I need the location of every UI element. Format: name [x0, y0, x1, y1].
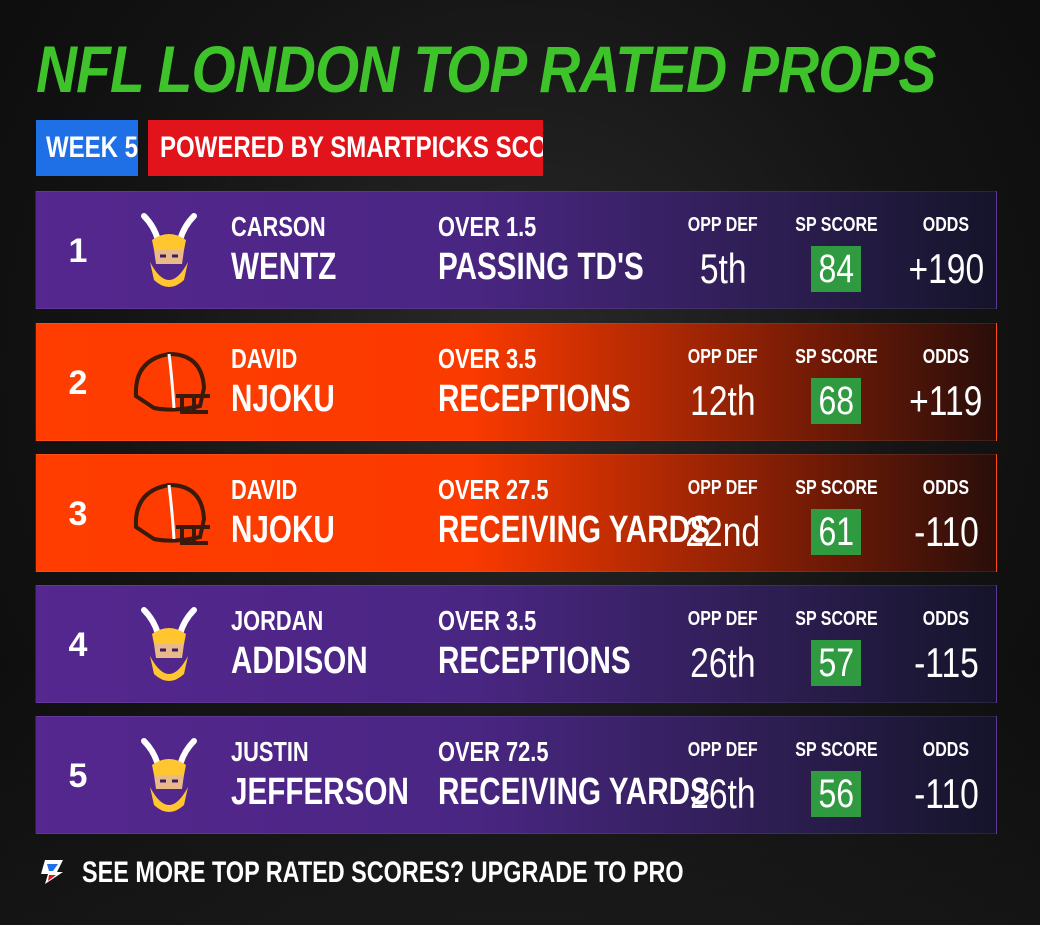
- player-name: DAVID NJOKU: [231, 342, 431, 422]
- player-first-name: JORDAN: [231, 605, 324, 636]
- player-last-name: NJOKU: [231, 378, 335, 420]
- sp-score-badge: 56: [811, 771, 861, 817]
- prop-line-stat: RECEIVING YARDS: [438, 509, 710, 551]
- browns-helmet-icon: [133, 351, 210, 414]
- opp-def-value: 26th: [690, 639, 756, 686]
- odds-header: ODDS: [922, 214, 970, 236]
- prop-row-4[interactable]: 4 JORDAN ADDISON OVER 3.5 RECEPTIONS OPP…: [35, 585, 997, 703]
- page-title: NFL LONDON TOP RATED PROPS: [36, 32, 936, 106]
- prop-row-5[interactable]: 5 JUSTIN JEFFERSON OVER 72.5 RECEIVING Y…: [35, 716, 997, 834]
- player-last-name: WENTZ: [231, 246, 337, 288]
- upgrade-link[interactable]: SEE MORE TOP RATED SCORES? UPGRADE TO PR…: [82, 856, 684, 889]
- odds-value: -110: [913, 508, 979, 555]
- odds-value: +190: [908, 245, 984, 292]
- prop-line-stat: RECEPTIONS: [438, 640, 631, 682]
- opp-def-value: 26th: [690, 770, 756, 817]
- prop-row-2[interactable]: 2 DAVID NJOKU OVER 3.5 RECEPTIONS OPP DE…: [35, 323, 997, 441]
- odds-header: ODDS: [922, 739, 970, 761]
- player-name: DAVID NJOKU: [231, 473, 431, 553]
- sp-score-header: SP SCORE: [794, 346, 878, 368]
- rank: 4: [68, 626, 88, 664]
- prop-line-value: OVER 1.5: [438, 211, 537, 242]
- odds-value: -115: [913, 639, 979, 686]
- player-first-name: CARSON: [231, 211, 326, 242]
- browns-helmet-icon: [133, 482, 210, 545]
- week-label: WEEK 5: [46, 131, 138, 164]
- sp-score-badge: 61: [811, 509, 861, 555]
- prop-row-3[interactable]: 3 DAVID NJOKU OVER 27.5 RECEIVING YARDS …: [35, 454, 997, 572]
- sp-score-badge: 57: [811, 640, 861, 686]
- prop-line: OVER 3.5 RECEPTIONS: [438, 604, 698, 684]
- player-first-name: DAVID: [231, 474, 298, 505]
- odds-value: -110: [913, 770, 979, 817]
- prop-row-1[interactable]: 1 CARSON WENTZ OVER 1.5 PASSING TD'S OPP…: [35, 191, 997, 309]
- prop-line: OVER 1.5 PASSING TD'S: [438, 210, 698, 290]
- opp-def-value: 12th: [690, 377, 756, 424]
- opp-def-header: OPP DEF: [688, 477, 758, 499]
- player-name: JUSTIN JEFFERSON: [231, 735, 431, 815]
- player-last-name: NJOKU: [231, 509, 335, 551]
- rank: 2: [68, 364, 88, 402]
- sp-score-header: SP SCORE: [794, 608, 878, 630]
- rank: 3: [68, 495, 88, 533]
- prop-line-value: OVER 27.5: [438, 474, 549, 505]
- odds-value: +119: [909, 377, 983, 424]
- player-last-name: JEFFERSON: [231, 771, 409, 813]
- prop-line: OVER 72.5 RECEIVING YARDS: [438, 735, 710, 815]
- upgrade-footer[interactable]: SEE MORE TOP RATED SCORES? UPGRADE TO PR…: [36, 853, 736, 893]
- opp-def-header: OPP DEF: [688, 608, 758, 630]
- vikings-logo-icon: [141, 213, 197, 287]
- prop-line-stat: RECEPTIONS: [438, 378, 631, 420]
- smartpicks-logo-icon: [41, 860, 63, 884]
- prop-line-value: OVER 3.5: [438, 605, 537, 636]
- vikings-logo-icon: [141, 607, 197, 681]
- powered-by-badge: POWERED BY SMARTPICKS SCORES: [148, 120, 543, 176]
- player-name: JORDAN ADDISON: [231, 604, 431, 684]
- sp-score-badge: 84: [811, 246, 861, 292]
- player-first-name: JUSTIN: [231, 736, 309, 767]
- prop-line-value: OVER 72.5: [438, 736, 549, 767]
- sp-score-header: SP SCORE: [794, 477, 878, 499]
- sp-score-header: SP SCORE: [794, 214, 878, 236]
- opp-def-header: OPP DEF: [688, 214, 758, 236]
- prop-line-value: OVER 3.5: [438, 343, 537, 374]
- opp-def-value: 22nd: [685, 508, 761, 555]
- prop-line-stat: PASSING TD'S: [438, 246, 644, 288]
- prop-line: OVER 27.5 RECEIVING YARDS: [438, 473, 710, 553]
- rank: 1: [68, 232, 88, 270]
- opp-def-value: 5th: [699, 245, 747, 292]
- odds-header: ODDS: [922, 477, 970, 499]
- opp-def-header: OPP DEF: [688, 346, 758, 368]
- prop-line-stat: RECEIVING YARDS: [438, 771, 710, 813]
- player-name: CARSON WENTZ: [231, 210, 431, 290]
- powered-by-label: POWERED BY SMARTPICKS SCORES: [160, 131, 543, 164]
- rank: 5: [68, 757, 88, 795]
- week-badge: WEEK 5: [36, 120, 138, 176]
- sp-score-header: SP SCORE: [794, 739, 878, 761]
- sp-score-badge: 68: [811, 378, 861, 424]
- player-first-name: DAVID: [231, 343, 298, 374]
- odds-header: ODDS: [922, 346, 970, 368]
- opp-def-header: OPP DEF: [688, 739, 758, 761]
- prop-line: OVER 3.5 RECEPTIONS: [438, 342, 698, 422]
- vikings-logo-icon: [141, 738, 197, 812]
- odds-header: ODDS: [922, 608, 970, 630]
- player-last-name: ADDISON: [231, 640, 368, 682]
